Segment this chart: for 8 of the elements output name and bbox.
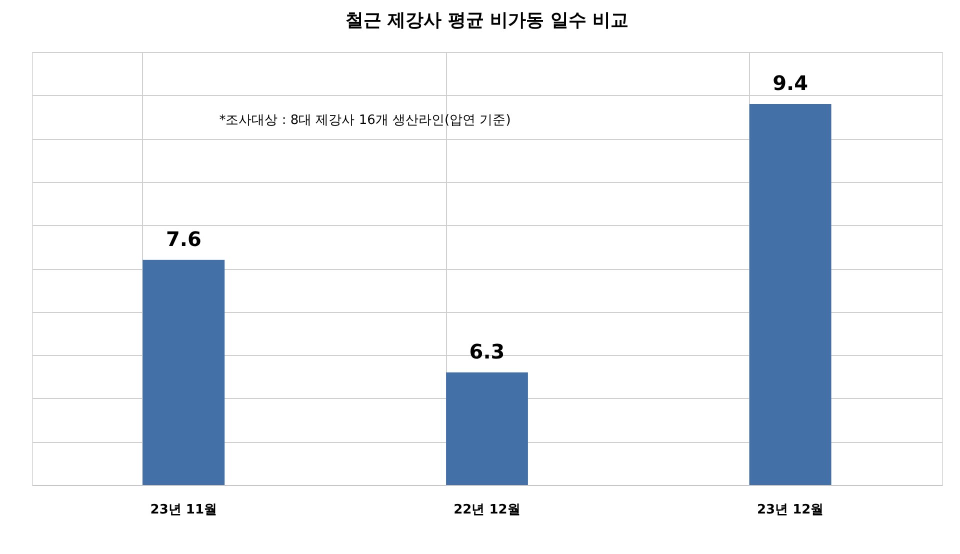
x-tick-label: 23년 11월 xyxy=(150,502,218,518)
data-label: 7.6 xyxy=(166,226,202,251)
chart-title: 철근 제강사 평균 비가동 일수 비교 xyxy=(345,10,629,31)
annotation: *조사대상 : 8대 제강사 16개 생산라인(압연 기준) xyxy=(219,113,511,128)
x-tick-label: 23년 12월 xyxy=(756,502,824,518)
x-tick-label: 22년 12월 xyxy=(454,502,520,518)
data-label: 9.4 xyxy=(772,70,808,95)
data-label: 6.3 xyxy=(469,339,505,364)
